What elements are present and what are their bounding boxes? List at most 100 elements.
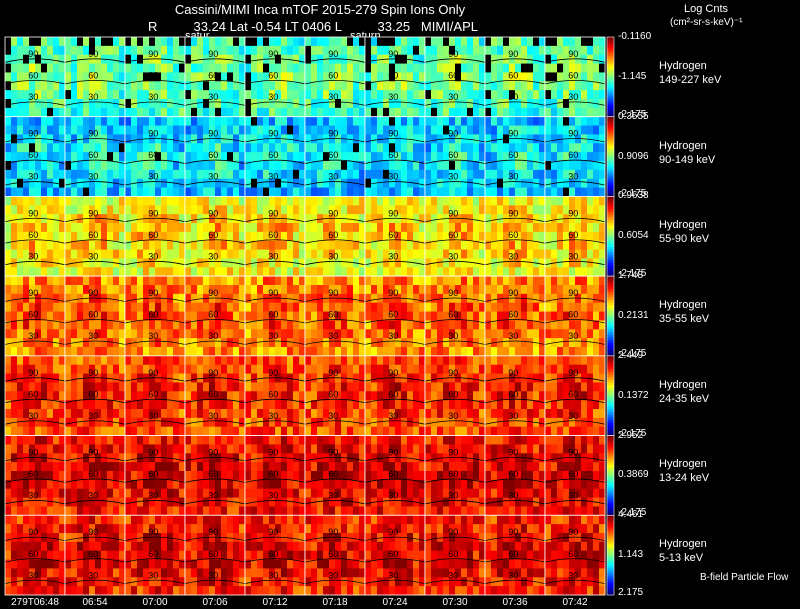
contour-label: 60 bbox=[268, 389, 278, 399]
contour-line bbox=[424, 260, 486, 266]
row-species-label: Hydrogen bbox=[659, 219, 707, 232]
contour-label: 60 bbox=[568, 549, 578, 559]
image-panel: 90 60 30 bbox=[304, 37, 366, 118]
contour-label: 90 bbox=[508, 448, 518, 458]
contour-line bbox=[124, 297, 186, 302]
contour-line bbox=[424, 58, 486, 63]
contour-label: 90 bbox=[88, 129, 98, 139]
contour-line bbox=[544, 340, 606, 345]
contour-label: 60 bbox=[208, 150, 218, 160]
contour-label: 60 bbox=[388, 230, 398, 240]
contour-line bbox=[424, 420, 486, 425]
contour-label: 30 bbox=[448, 172, 458, 182]
time-tick-label: 07:30 bbox=[442, 597, 468, 608]
contour-line bbox=[244, 297, 306, 302]
contour-line bbox=[244, 159, 306, 164]
contour-label: 30 bbox=[208, 411, 218, 421]
contour-label: 30 bbox=[268, 172, 278, 182]
row-energy-label: 5-13 keV bbox=[659, 552, 704, 565]
contour-line bbox=[244, 101, 306, 106]
contour-label: 30 bbox=[208, 570, 218, 580]
contour-line bbox=[544, 58, 606, 63]
contour-line bbox=[304, 79, 366, 85]
contour-line bbox=[304, 478, 366, 483]
image-panel: 90 60 30 bbox=[64, 355, 126, 436]
contour-line bbox=[124, 340, 186, 345]
contour-label: 30 bbox=[568, 411, 578, 421]
contour-label: 30 bbox=[88, 491, 98, 501]
contour-label: 60 bbox=[208, 389, 218, 399]
contour-label: 90 bbox=[448, 527, 458, 537]
contour-label: 30 bbox=[328, 251, 338, 261]
contour-line bbox=[184, 101, 246, 106]
contour-line bbox=[304, 558, 366, 563]
contour-label: 60 bbox=[508, 70, 518, 80]
contour-label: 90 bbox=[568, 288, 578, 298]
contour-label: 30 bbox=[388, 491, 398, 501]
contour-line bbox=[424, 456, 486, 462]
colorbar-border bbox=[606, 514, 615, 596]
contour-line bbox=[184, 456, 246, 462]
contour-label: 30 bbox=[208, 172, 218, 182]
row-species-label: Hydrogen bbox=[659, 378, 707, 391]
image-panel: 90 60 30 bbox=[364, 435, 426, 516]
contour-label: 90 bbox=[28, 368, 38, 378]
contour-label: 60 bbox=[508, 469, 518, 479]
contour-label: 90 bbox=[208, 527, 218, 537]
contour-line bbox=[424, 217, 486, 223]
colorbar-min-label: -2.175 bbox=[618, 188, 647, 200]
row-energy-label: 35-55 keV bbox=[659, 313, 710, 325]
image-panel: 90 60 30 bbox=[424, 276, 486, 357]
contour-label: 90 bbox=[268, 129, 278, 139]
contour-line bbox=[184, 159, 246, 164]
contour-line bbox=[4, 260, 66, 266]
row-energy-label: 90-149 keV bbox=[659, 153, 716, 166]
contour-label: 60 bbox=[448, 150, 458, 160]
contour-label: 90 bbox=[508, 527, 518, 537]
contour-label: 60 bbox=[88, 469, 98, 479]
contour-label: 30 bbox=[448, 251, 458, 261]
contour-label: 90 bbox=[208, 448, 218, 458]
contour-line bbox=[184, 536, 246, 541]
contour-line bbox=[64, 456, 126, 462]
contour-line bbox=[64, 217, 126, 223]
contour-line bbox=[184, 217, 246, 223]
contour-line bbox=[4, 319, 66, 324]
contour-label: 90 bbox=[448, 129, 458, 139]
contour-line bbox=[244, 478, 306, 483]
contour-label: 90 bbox=[388, 208, 398, 218]
contour-line bbox=[4, 217, 66, 223]
image-panel: 90 60 30 bbox=[4, 276, 66, 357]
contour-label: 60 bbox=[268, 150, 278, 160]
contour-label: 30 bbox=[448, 411, 458, 421]
time-tick-label: 07:00 bbox=[142, 597, 168, 608]
image-panel: 90 60 30 bbox=[184, 276, 246, 357]
contour-label: 30 bbox=[508, 172, 518, 182]
contour-label: 90 bbox=[388, 527, 398, 537]
contour-line bbox=[4, 181, 66, 186]
contour-line bbox=[484, 478, 546, 483]
contour-label: 30 bbox=[148, 491, 158, 501]
contour-label: 60 bbox=[28, 549, 38, 559]
contour-line bbox=[64, 260, 126, 266]
contour-label: 90 bbox=[568, 208, 578, 218]
contour-label: 90 bbox=[328, 208, 338, 218]
image-panel: 90 60 30 bbox=[424, 37, 486, 118]
contour-line bbox=[304, 58, 366, 63]
contour-label: 30 bbox=[148, 570, 158, 580]
image-panel: 90 60 30 bbox=[124, 276, 186, 357]
contour-line bbox=[244, 420, 306, 425]
image-panel: 90 60 30 bbox=[424, 435, 486, 516]
image-panel: 90 60 30 bbox=[544, 435, 606, 516]
contour-line bbox=[64, 558, 126, 563]
contour-label: 30 bbox=[268, 92, 278, 102]
contour-line bbox=[424, 377, 486, 382]
contour-line bbox=[244, 536, 306, 541]
contour-line bbox=[124, 558, 186, 563]
colorbar-max-label: 1.748 bbox=[618, 270, 644, 282]
contour-line bbox=[4, 297, 66, 302]
contour-line bbox=[364, 239, 426, 244]
contour-line bbox=[4, 159, 66, 164]
contour-label: 90 bbox=[28, 288, 38, 298]
image-panel: 90 60 30 bbox=[124, 37, 186, 118]
